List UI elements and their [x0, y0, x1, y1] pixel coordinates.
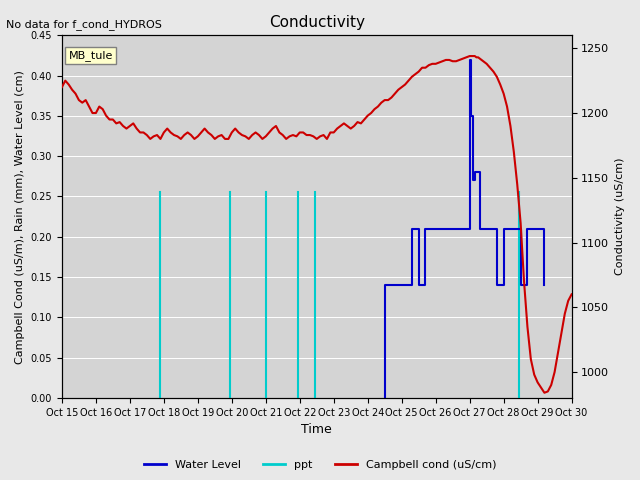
X-axis label: Time: Time	[301, 423, 332, 436]
Title: Conductivity: Conductivity	[269, 15, 365, 30]
Text: MB_tule: MB_tule	[68, 50, 113, 61]
Text: No data for f_cond_HYDROS: No data for f_cond_HYDROS	[6, 19, 163, 30]
Y-axis label: Conductivity (uS/cm): Conductivity (uS/cm)	[615, 158, 625, 276]
Y-axis label: Campbell Cond (uS/m), Rain (mm), Water Level (cm): Campbell Cond (uS/m), Rain (mm), Water L…	[15, 70, 25, 363]
Legend: Water Level, ppt, Campbell cond (uS/cm): Water Level, ppt, Campbell cond (uS/cm)	[140, 456, 500, 474]
